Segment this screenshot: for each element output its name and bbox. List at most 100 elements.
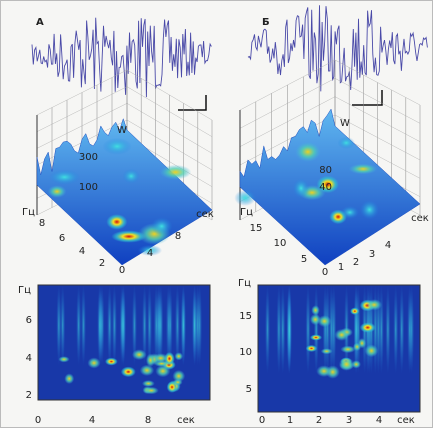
spectrogram-y-label: Гц [18, 285, 31, 296]
blob [142, 380, 155, 387]
blob [321, 348, 333, 354]
x-tick-label: 1 [338, 262, 344, 273]
x-tick-label: 8 [175, 231, 181, 242]
spectrogram-y-tick: 10 [239, 347, 252, 358]
y-tick-label: 4 [79, 246, 85, 257]
spectrogram-y-tick: 5 [246, 384, 252, 395]
surface-peak [360, 200, 379, 219]
panel-label: А [36, 17, 44, 28]
blob [360, 322, 376, 332]
x-axis-label: сек [196, 209, 214, 220]
surface-peak [151, 217, 172, 235]
surface-peak [160, 165, 191, 180]
stripe [119, 285, 124, 366]
spectrogram-x-tick: 8 [145, 415, 151, 426]
blob [153, 353, 168, 363]
blob [350, 307, 359, 314]
surface-peak [293, 178, 309, 198]
stripe [192, 285, 197, 366]
surface-peak [106, 214, 127, 229]
spectrogram-x-label: сек [177, 415, 195, 426]
spectrogram-y-tick: 2 [26, 390, 32, 401]
y-tick-label: 5 [301, 254, 307, 265]
stripe [107, 285, 112, 366]
stripe [60, 285, 65, 366]
blob [335, 329, 349, 341]
stripe [314, 285, 319, 374]
y-tick-label: 10 [274, 238, 287, 249]
y-tick-label: 2 [99, 258, 105, 269]
stripe [76, 285, 81, 366]
surface-peak [338, 137, 355, 149]
blob [132, 349, 146, 360]
spectrogram-y-tick: 15 [239, 311, 252, 322]
surface-peak [349, 164, 378, 175]
y-tick-label: 15 [250, 223, 263, 234]
surface-peak [49, 170, 80, 185]
blob [58, 356, 69, 362]
y-axis-label: Гц [240, 207, 253, 218]
x-axis-label: сек [411, 213, 429, 224]
stripe [112, 285, 117, 366]
spectrogram-y-tick: 4 [26, 353, 32, 364]
spectrogram-x-tick: 0 [35, 415, 41, 426]
surface-peak [234, 190, 256, 206]
blob [64, 373, 74, 384]
z-tick-label: 300 [79, 152, 98, 163]
blob [105, 358, 118, 366]
surface-peak [295, 142, 320, 162]
blob [121, 367, 136, 378]
spectrogram-y-label: Гц [238, 278, 251, 289]
stripe [306, 285, 311, 374]
spectrogram-y-tick: 6 [26, 315, 32, 326]
surface-peak [122, 169, 140, 184]
blob [365, 344, 378, 357]
surface-peak [341, 206, 359, 219]
surface-peak [103, 138, 132, 155]
blob [310, 334, 322, 340]
x-tick-label: 3 [369, 249, 375, 260]
z-tick-label: 80 [319, 165, 332, 176]
spectrogram-x-tick: 0 [259, 415, 265, 426]
surface-peak [48, 185, 66, 198]
x-tick-label: 0 [322, 267, 328, 278]
stripe [81, 285, 86, 366]
stripe [329, 285, 334, 374]
blob [88, 357, 101, 368]
x-tick-label: 4 [147, 248, 153, 259]
blob [358, 338, 366, 348]
y-tick-label: 6 [59, 233, 65, 244]
blob [366, 299, 382, 310]
z-tick-label: 40 [319, 182, 332, 193]
spectrogram-x-tick: 4 [376, 415, 382, 426]
spectrogram-x-tick: 4 [89, 415, 95, 426]
blob [174, 352, 183, 360]
x-tick-label: 4 [385, 240, 391, 251]
spectrogram-x-tick: 2 [316, 415, 322, 426]
blob [155, 365, 170, 377]
z-axis-label: W [117, 125, 127, 136]
panel-label: Б [262, 17, 270, 28]
z-tick-label: 100 [79, 182, 98, 193]
stripe [276, 285, 281, 374]
blob [172, 370, 185, 382]
z-axis-label: W [340, 118, 350, 129]
blob [306, 345, 317, 352]
blob [316, 365, 331, 377]
x-tick-label: 2 [353, 257, 359, 268]
blob [144, 387, 159, 395]
figure: АW300100Гц8642048секГц642048секБW8040Гц1… [0, 0, 433, 428]
spectrogram-x-tick: 1 [287, 415, 293, 426]
y-axis-label: Гц [22, 207, 35, 218]
blob [339, 357, 354, 370]
blob [318, 315, 332, 327]
stripe [385, 285, 390, 374]
stripe [97, 285, 102, 366]
stripe [147, 285, 152, 366]
stripe [393, 285, 398, 374]
stripe [376, 285, 381, 374]
spectrogram-x-tick: 3 [346, 415, 352, 426]
stripe [265, 285, 270, 374]
blob [146, 353, 155, 367]
spectrogram-x-label: сек [397, 415, 415, 426]
